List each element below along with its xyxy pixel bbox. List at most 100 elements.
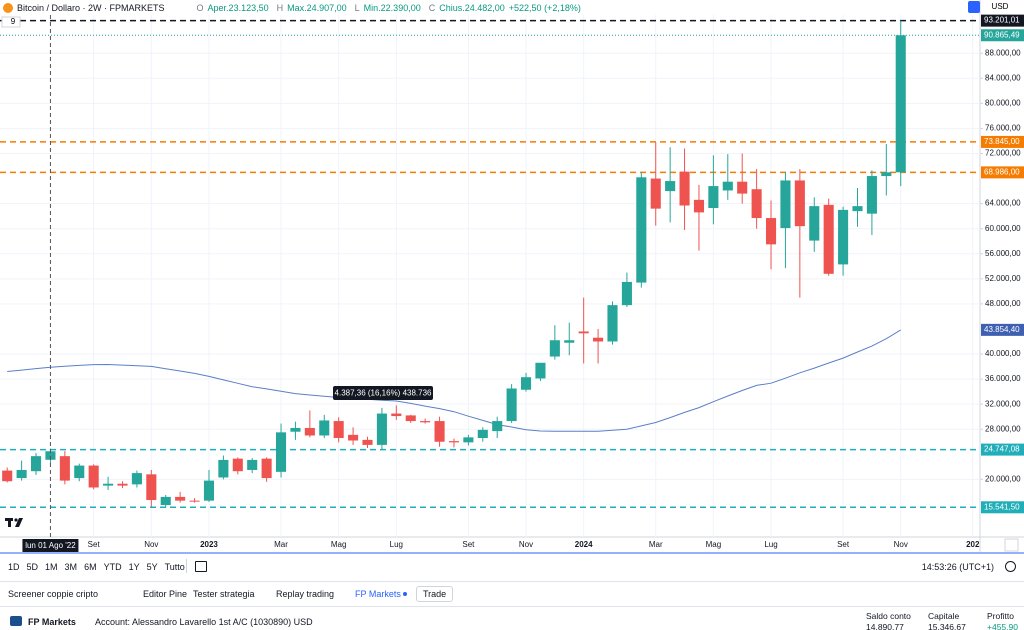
price-label: 24.747,08 (984, 445, 1020, 454)
candle-body (420, 421, 431, 423)
candle-body (809, 206, 820, 241)
candle-body (679, 171, 690, 206)
indicator-badge-box[interactable] (1, 16, 21, 28)
clock[interactable]: 14:53:26 (UTC+1) (921, 562, 994, 572)
candle-body (16, 469, 27, 479)
y-tick-label: 76.000,00 (985, 124, 1021, 133)
settings-button[interactable] (968, 1, 980, 13)
candle-body (376, 413, 387, 445)
account-stat: Profitto +455,90 (987, 611, 1018, 630)
y-tick-label: 84.000,00 (985, 73, 1021, 82)
symbol-title[interactable]: Bitcoin / Dollaro · 2W · FPMARKETS (17, 2, 165, 13)
candle-body (261, 458, 272, 479)
indicator-badge[interactable]: 9 (11, 17, 16, 26)
price-label: 43.854,40 (984, 325, 1020, 334)
y-tick-label: 36.000,00 (985, 374, 1021, 383)
tab[interactable]: Tester strategia (193, 589, 255, 599)
y-tick-label: 48.000,00 (985, 299, 1021, 308)
candle-body (881, 172, 892, 177)
divider (0, 581, 1024, 582)
candle-body (895, 35, 906, 173)
chart: USD 9 20.000,00 28.000,00 32.000,00 36.000,… (0, 0, 1024, 555)
y-tick-label: 20.000,00 (985, 474, 1021, 483)
candle-body (45, 451, 56, 460)
candle-body (564, 340, 575, 343)
range-bar: 1D 5D 1M 3M 6M YTD 1Y 5Y Tutto (8, 562, 192, 572)
divider (186, 559, 187, 573)
candle-body (74, 465, 85, 479)
y-tick-label: 64.000,00 (985, 199, 1021, 208)
currency[interactable]: USD (992, 2, 1009, 11)
candle-body (290, 427, 301, 432)
divider (0, 606, 1024, 607)
candle-body (333, 421, 344, 438)
candle-body (304, 427, 315, 436)
date-range-button[interactable] (195, 561, 207, 572)
price-label-box (981, 29, 1024, 42)
candle-body (636, 177, 647, 283)
broker-name[interactable]: FP Markets (28, 617, 76, 627)
tab[interactable]: FP Markets (355, 589, 401, 599)
y-tick-label: 28.000,00 (985, 424, 1021, 433)
x-tick-label: Nov (144, 540, 158, 549)
candle-body (751, 189, 762, 219)
candle-body (520, 377, 532, 390)
ohlc-key: H (276, 2, 284, 13)
range-button[interactable]: 5Y (146, 562, 158, 572)
candle-body (463, 437, 474, 443)
header: Bitcoin / Dollaro · 2W · FPMARKETS O Aper… (0, 0, 975, 15)
candle-body (578, 331, 589, 334)
y-tick-label: 32.000,00 (985, 399, 1021, 408)
grid (0, 15, 980, 537)
x-tick-label: Lug (390, 540, 403, 549)
candle-body (838, 209, 849, 265)
candle-body (189, 500, 200, 502)
price-label-box (981, 501, 1024, 514)
tab[interactable]: Screener coppie cripto (8, 589, 99, 599)
account-name[interactable]: Account: Alessandro Lavarello 1st A/C (1… (95, 617, 313, 627)
tab[interactable]: Trade (416, 586, 454, 602)
x-tick-label: Lug (764, 540, 777, 549)
range-button[interactable]: 6M (84, 562, 97, 572)
candle-body (319, 420, 330, 436)
candle-body (693, 199, 705, 213)
y-tick-label: 88.000,00 (985, 48, 1021, 57)
candle-body (362, 439, 373, 445)
candle-body (391, 413, 402, 417)
candle-body (852, 206, 863, 212)
price-axis-bg (980, 0, 1024, 555)
tab[interactable]: Editor Pine (143, 589, 188, 599)
range-button[interactable]: 1D (8, 562, 20, 572)
candle-body (203, 480, 215, 501)
candle-body (275, 432, 287, 472)
candle-body (737, 181, 748, 194)
range-button[interactable]: 1M (45, 562, 58, 572)
candle-body (780, 180, 791, 229)
chart-settings[interactable] (1005, 561, 1016, 572)
range-button[interactable]: 3M (64, 562, 78, 572)
symbol-icon (3, 2, 13, 13)
y-tick-label: 72.000,00 (985, 149, 1021, 158)
range-button[interactable]: YTD (103, 562, 122, 572)
x-tick-label: Mar (649, 540, 663, 549)
ohlc-value: Min.22.390,00 (363, 2, 421, 13)
candle-body (103, 483, 114, 486)
x-tick-label: 202 (966, 540, 980, 549)
candle-body (535, 362, 546, 379)
candle-body (405, 415, 416, 422)
change: +522,50 (+2,18%) (508, 2, 581, 13)
broker-logo (10, 616, 22, 626)
range-button[interactable]: 1Y (128, 562, 140, 572)
range-button[interactable]: 5D (26, 562, 39, 572)
ohlc-value: Max.24.907,00 (287, 2, 347, 13)
tab[interactable]: Replay trading (276, 589, 335, 599)
range-button[interactable]: Tutto (164, 562, 185, 572)
candle-body (492, 421, 503, 432)
axis-settings[interactable] (1004, 538, 1019, 552)
price-label: 15.541,50 (984, 502, 1020, 511)
x-tick-label: Mag (331, 540, 347, 549)
candle-body (650, 178, 661, 209)
price-label-box (981, 166, 1024, 179)
candle-body (549, 340, 560, 357)
